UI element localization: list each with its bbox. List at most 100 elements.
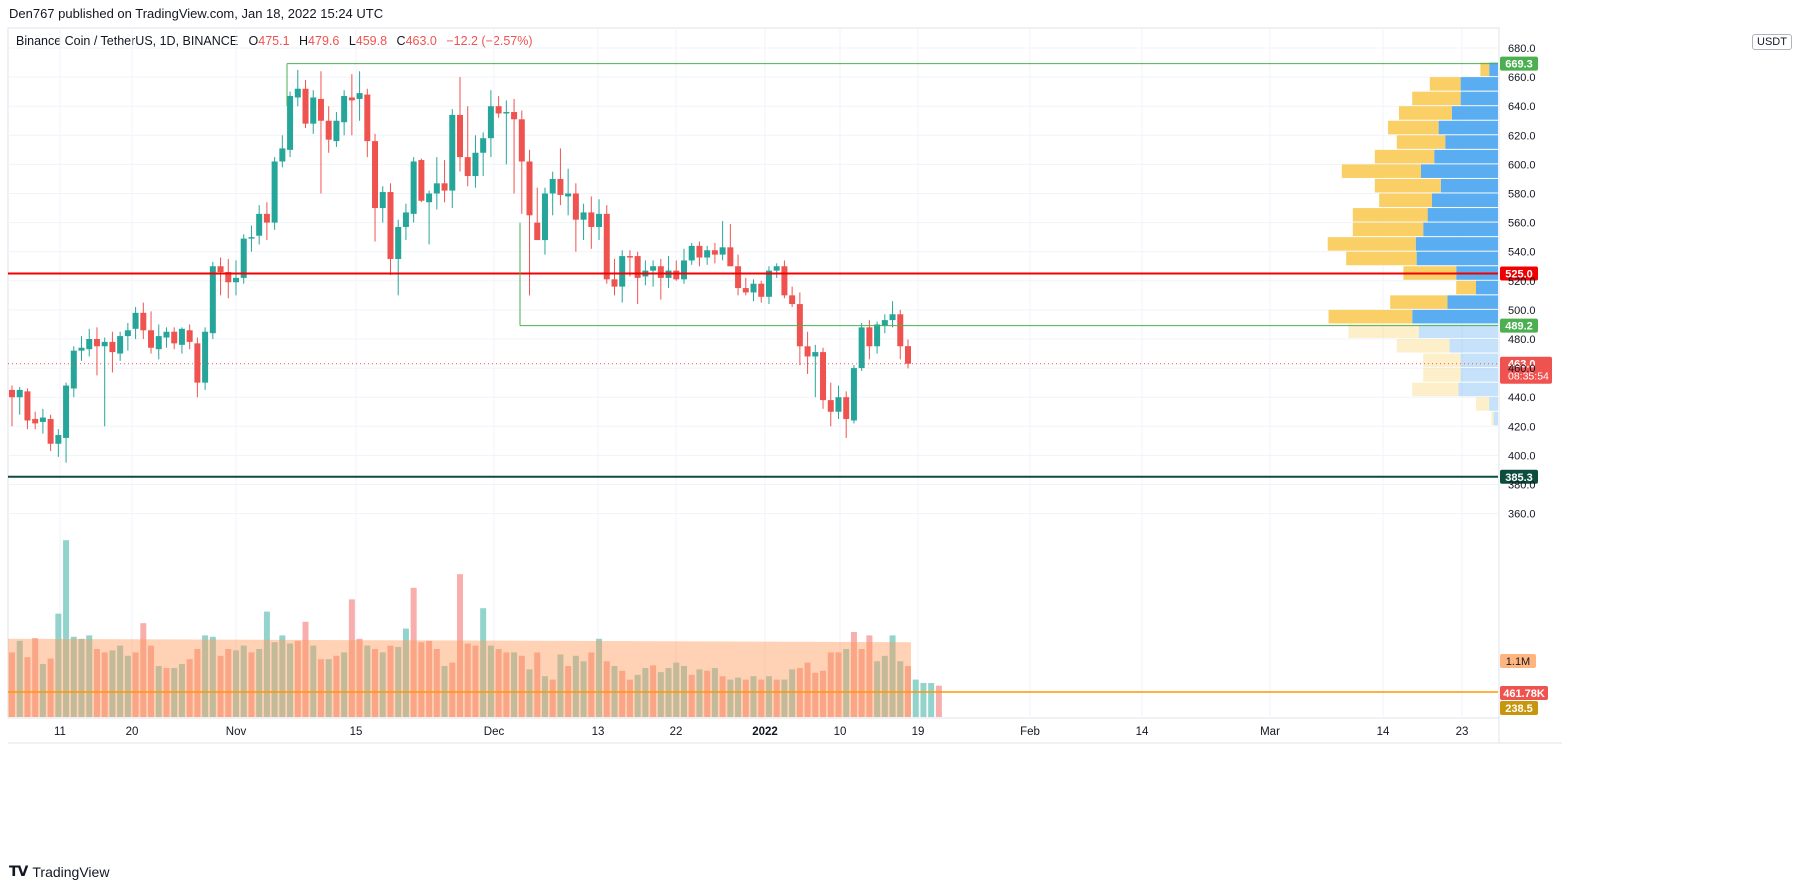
- time-tick-label: 13: [592, 726, 605, 738]
- vp-down-bar: [1374, 178, 1441, 193]
- candle-body: [820, 352, 827, 401]
- candle-body: [171, 331, 178, 344]
- candle-body: [549, 178, 556, 194]
- candle-body: [78, 347, 85, 351]
- candle-body: [789, 295, 796, 305]
- candle-body: [209, 266, 216, 334]
- candle-body: [364, 94, 371, 142]
- candle-body: [410, 161, 417, 214]
- volume-bar: [9, 652, 15, 717]
- candle-body: [186, 330, 193, 342]
- vp-up-bar: [1440, 178, 1498, 193]
- candle-body: [495, 106, 502, 114]
- volume-bar: [93, 649, 100, 717]
- volume-bar: [101, 652, 108, 717]
- volume-bar: [773, 679, 780, 717]
- time-tick-label: 22: [670, 726, 683, 738]
- candle-body: [287, 96, 294, 150]
- last-price-tag: [1500, 356, 1552, 384]
- candle-body: [194, 343, 201, 383]
- price-tick-label: 400.0: [1508, 450, 1536, 462]
- candle-body: [240, 238, 247, 278]
- vp-down-bar: [1352, 222, 1424, 237]
- volume-bar: [696, 669, 703, 717]
- volume-bar: [820, 670, 827, 717]
- volume-bar: [433, 649, 440, 717]
- time-tick-label: 20: [126, 726, 139, 738]
- candle-body: [70, 350, 77, 389]
- tradingview-brand[interactable]: TV TradingView: [9, 864, 109, 880]
- volume-bar: [356, 638, 363, 717]
- candles: [9, 69, 911, 463]
- volume-bar: [812, 672, 819, 717]
- candle-body: [905, 346, 911, 364]
- high-value: 479.6: [308, 34, 340, 48]
- price-tick-label: 680.0: [1508, 43, 1536, 55]
- tradingview-logo-icon: TV: [9, 864, 28, 880]
- candle-body: [39, 417, 46, 422]
- volume-bar: [178, 663, 185, 717]
- volume-bar: [63, 540, 70, 717]
- volume-bar: [279, 635, 286, 717]
- candle-body: [650, 266, 657, 271]
- volume-bar: [109, 650, 116, 717]
- vp-up-bar: [1489, 62, 1498, 77]
- volume-bar: [410, 587, 417, 717]
- candle-body: [897, 314, 904, 347]
- price-tick-label: 580.0: [1508, 189, 1536, 201]
- volume-bar: [32, 638, 39, 717]
- volume-bar: [24, 657, 31, 717]
- candle-body: [704, 250, 711, 258]
- candle-body: [333, 120, 340, 142]
- candle-body: [379, 192, 386, 209]
- time-tick-label: 11: [54, 726, 66, 738]
- candle-body: [395, 226, 402, 259]
- vp-up-bar: [1416, 251, 1498, 266]
- candle-body: [681, 260, 687, 280]
- volume-bar: [827, 652, 834, 717]
- candle-body: [148, 330, 155, 348]
- vp-down-bar: [1480, 62, 1490, 77]
- candle-body: [163, 331, 170, 338]
- currency-button[interactable]: USDT: [1752, 34, 1792, 50]
- level-tag-385.3: [1500, 469, 1538, 484]
- price-tick-label: 620.0: [1508, 130, 1536, 142]
- volume-bar: [140, 623, 147, 717]
- candle-body: [765, 270, 772, 297]
- volume-bar: [850, 632, 857, 717]
- plot-frame: [7, 27, 1500, 719]
- volume-pane: [8, 540, 1498, 717]
- candle-body: [178, 328, 185, 345]
- candle-body: [132, 312, 139, 329]
- volume-bar: [719, 676, 726, 717]
- open-label: O: [248, 34, 259, 48]
- volume-bar: [209, 636, 216, 717]
- volume-bar: [480, 608, 487, 717]
- candle-body: [472, 152, 479, 177]
- vp-up-bar: [1493, 411, 1498, 426]
- volume-bar: [804, 662, 811, 717]
- candle-body: [372, 141, 379, 209]
- symbol-name: Binance Coin / TetherUS, 1D, BINANCE: [16, 34, 239, 48]
- level-label-669.3: 669.3: [1505, 59, 1533, 71]
- candle-body: [742, 288, 749, 293]
- vp-down-bar: [1328, 309, 1413, 324]
- volume-bar: [333, 655, 340, 717]
- candle-body: [804, 346, 811, 357]
- volume-bar: [634, 674, 641, 717]
- time-tick-label: Nov: [226, 726, 247, 738]
- candle-body: [611, 279, 618, 287]
- candle-body: [271, 161, 278, 223]
- vol-sub-label: 238.5: [1505, 703, 1533, 715]
- volume-bar: [727, 679, 734, 717]
- volume-bar: [735, 677, 742, 717]
- volume-bar: [117, 645, 124, 717]
- candle-body: [526, 161, 533, 216]
- levels: 669.3 525.0 489.2 385.3 463.008:35:54 1.1M 461…: [8, 56, 1552, 715]
- price-tick-label: 540.0: [1508, 247, 1536, 259]
- price-tick-label: 600.0: [1508, 159, 1536, 171]
- candle-body: [16, 389, 23, 398]
- volume-bar: [287, 643, 294, 717]
- candle-body: [449, 114, 456, 191]
